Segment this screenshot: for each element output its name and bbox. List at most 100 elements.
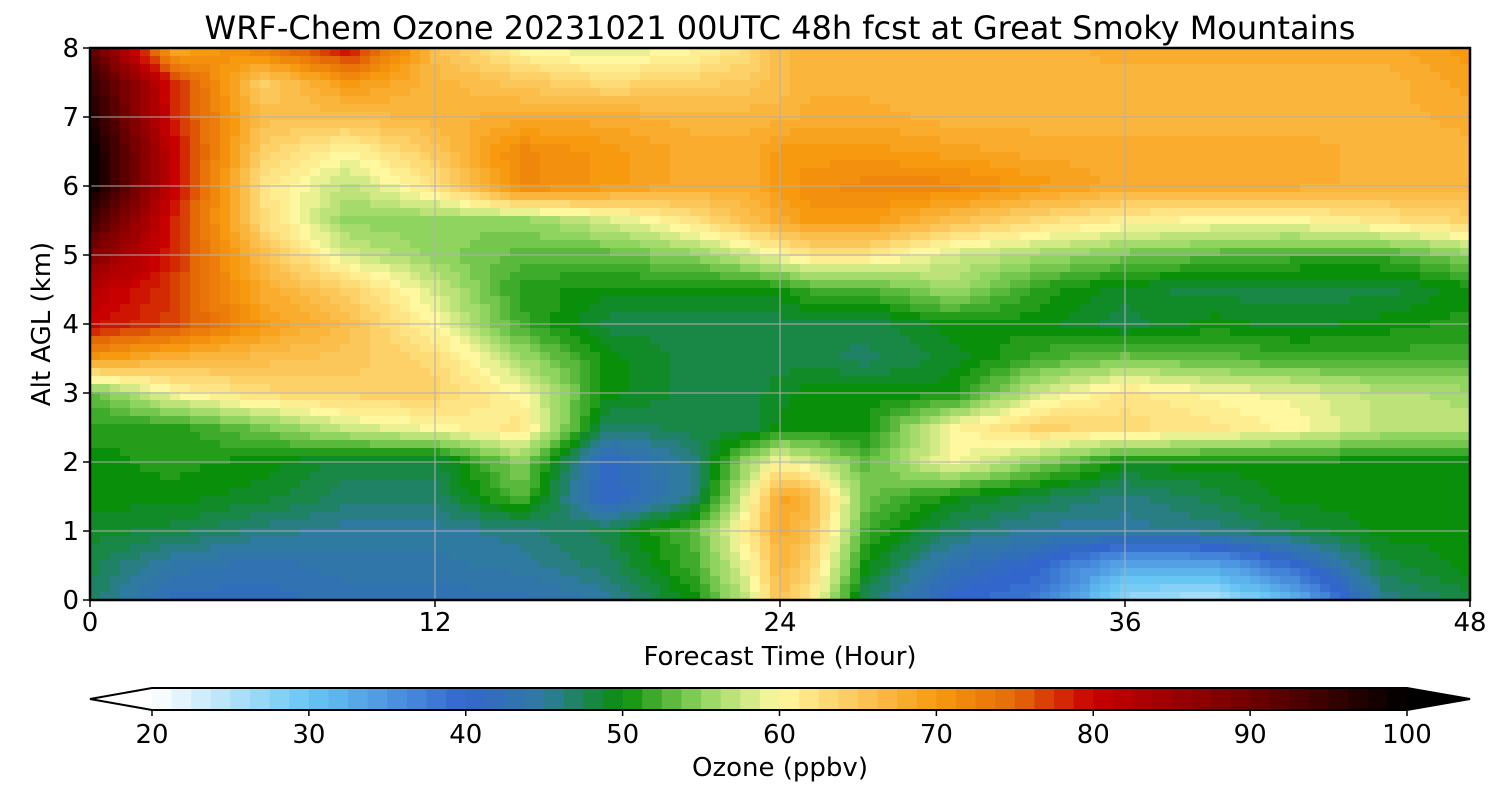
heatmap-cell	[870, 136, 881, 145]
heatmap-cell	[530, 256, 541, 265]
heatmap-cell	[610, 256, 621, 265]
heatmap-cell	[1390, 288, 1401, 297]
heatmap-cell	[870, 304, 881, 313]
heatmap-cell	[1410, 328, 1421, 337]
heatmap-cell	[1180, 112, 1191, 121]
heatmap-cell	[370, 304, 381, 313]
heatmap-cell	[700, 312, 711, 321]
heatmap-cell	[940, 328, 951, 337]
heatmap-cell	[680, 216, 691, 225]
heatmap-cell	[1130, 312, 1141, 321]
heatmap-cell	[790, 200, 801, 209]
heatmap-cell	[930, 48, 941, 57]
heatmap-cell	[230, 96, 241, 105]
heatmap-cell	[870, 104, 881, 113]
heatmap-cell	[770, 120, 781, 129]
heatmap-cell	[960, 120, 971, 129]
heatmap-cell	[960, 144, 971, 153]
heatmap-cell	[1010, 288, 1021, 297]
heatmap-cell	[1210, 72, 1221, 81]
heatmap-cell	[1360, 112, 1371, 121]
heatmap-cell	[130, 72, 141, 81]
heatmap-cell	[630, 56, 641, 65]
heatmap-cell	[870, 232, 881, 241]
heatmap-cell	[380, 72, 391, 81]
heatmap-cell	[240, 64, 251, 73]
heatmap-cell	[1410, 240, 1421, 249]
heatmap-cell	[490, 56, 501, 65]
heatmap-cell	[1170, 104, 1181, 113]
heatmap-cell	[870, 160, 881, 169]
heatmap-cell	[970, 144, 981, 153]
heatmap-cell	[1450, 64, 1461, 73]
heatmap-cell	[760, 272, 771, 281]
heatmap-cell	[1430, 152, 1441, 161]
heatmap-cell	[590, 120, 601, 129]
heatmap-cell	[560, 56, 571, 65]
heatmap-cell	[100, 296, 111, 305]
heatmap-cell	[90, 80, 101, 89]
heatmap-cell	[1350, 48, 1361, 57]
heatmap-cell	[1150, 96, 1161, 105]
heatmap-cell	[1400, 48, 1411, 57]
heatmap-cell	[1180, 120, 1191, 129]
heatmap-cell	[690, 56, 701, 65]
heatmap-cell	[860, 208, 871, 217]
heatmap-cell	[480, 296, 491, 305]
heatmap-cell	[510, 80, 521, 89]
heatmap-cell	[1350, 56, 1361, 65]
heatmap-cell	[970, 288, 981, 297]
heatmap-cell	[440, 240, 451, 249]
heatmap-cell	[660, 144, 671, 153]
heatmap-cell	[860, 112, 871, 121]
heatmap-cell	[930, 64, 941, 73]
heatmap-cell	[600, 184, 611, 193]
heatmap-cell	[150, 136, 161, 145]
heatmap-cell	[1010, 144, 1021, 153]
heatmap-cell	[780, 248, 791, 257]
heatmap-cell	[1190, 296, 1201, 305]
heatmap-cell	[180, 208, 191, 217]
heatmap-cell	[970, 168, 981, 177]
heatmap-cell	[150, 224, 161, 233]
heatmap-cell	[90, 304, 101, 313]
heatmap-cell	[130, 144, 141, 153]
heatmap-cell	[1270, 128, 1281, 137]
heatmap-cell	[140, 328, 151, 337]
heatmap-cell	[1340, 144, 1351, 153]
heatmap-cell	[1430, 232, 1441, 241]
heatmap-cell	[750, 152, 761, 161]
heatmap-cell	[1020, 208, 1031, 217]
heatmap-cell	[1130, 160, 1141, 169]
heatmap-cell	[530, 168, 541, 177]
heatmap-cell	[990, 256, 1001, 265]
heatmap-cell	[220, 208, 231, 217]
heatmap-cell	[1320, 160, 1331, 169]
heatmap-cell	[1000, 80, 1011, 89]
heatmap-cell	[850, 328, 861, 337]
heatmap-cell	[1430, 296, 1441, 305]
heatmap-cell	[590, 184, 601, 193]
heatmap-cell	[330, 216, 341, 225]
heatmap-cell	[1220, 176, 1231, 185]
heatmap-cell	[260, 96, 271, 105]
heatmap-cell	[280, 264, 291, 273]
heatmap-cell	[330, 168, 341, 177]
heatmap-cell	[680, 304, 691, 313]
heatmap-cell	[950, 256, 961, 265]
heatmap-cell	[910, 80, 921, 89]
heatmap-cell	[630, 216, 641, 225]
heatmap-cell	[820, 232, 831, 241]
heatmap-cell	[760, 112, 771, 121]
heatmap-cell	[1320, 200, 1331, 209]
heatmap-cell	[550, 192, 561, 201]
heatmap-cell	[240, 328, 251, 337]
heatmap-cell	[940, 56, 951, 65]
heatmap-cell	[1210, 248, 1221, 257]
heatmap-cell	[710, 88, 721, 97]
heatmap-cell	[170, 192, 181, 201]
heatmap-cell	[320, 272, 331, 281]
heatmap-cell	[1180, 288, 1191, 297]
heatmap-cell	[1180, 128, 1191, 137]
heatmap-cell	[1410, 104, 1421, 113]
